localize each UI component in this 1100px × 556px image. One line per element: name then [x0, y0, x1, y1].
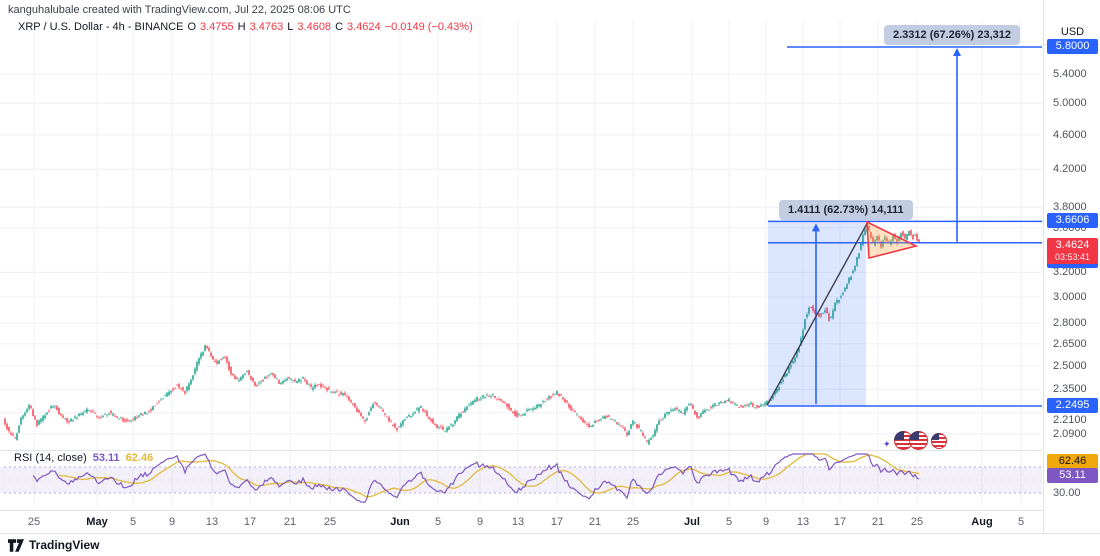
rsi-purple-badge: 53.11 — [1047, 468, 1098, 483]
rsi-legend[interactable]: RSI (14, close) 53.11 62.46 — [14, 452, 153, 464]
target-range-tool-label[interactable]: 2.3312 (67.26%) 23,312 — [884, 25, 1021, 45]
ohlc-readout: L — [287, 21, 294, 33]
attribution-text: kanguhalubale created with TradingView.c… — [8, 4, 351, 16]
price-chart-canvas[interactable] — [0, 0, 1042, 533]
price-tick-label: 5.4000 — [1053, 68, 1087, 81]
us-flag-sticker[interactable] — [931, 433, 947, 449]
trend-line[interactable] — [766, 223, 868, 406]
time-tick-label: 21 — [283, 516, 297, 528]
time-axis[interactable]: 25 May 5 9 13 17 21 25 Jun 5 9 13 17 21 25 Jul 5 9 13 17 21 2… — [0, 510, 1100, 534]
price-axis[interactable]: USD 5.40005.00004.60004.20003.80003.6000… — [1043, 0, 1100, 533]
ohlc-readout: 3.4608 — [297, 21, 332, 33]
price-tick-label: 5.0000 — [1053, 97, 1087, 110]
time-tick-label: 9 — [168, 516, 176, 528]
time-tick-label: Jun — [390, 516, 410, 528]
price-tick-label: 3.0000 — [1053, 290, 1087, 303]
time-tick-label: May — [86, 516, 108, 528]
time-tick-label: 17 — [833, 516, 847, 528]
time-tick-label: Jul — [684, 516, 700, 528]
price-tick-label: 4.6000 — [1053, 128, 1087, 141]
footer-bar: TradingView — [0, 533, 1100, 556]
price-tick-label: 2.0900 — [1053, 427, 1087, 440]
price-level-badge: 3.6606 — [1047, 213, 1098, 229]
time-tick-label: 17 — [550, 516, 564, 528]
time-tick-label: 25 — [27, 516, 41, 528]
rsi-band — [0, 466, 1042, 494]
us-flag-sticker[interactable] — [894, 431, 913, 450]
rsi-title: RSI (14, close) — [14, 452, 87, 464]
last-price-value: 3.4624 — [1055, 238, 1090, 251]
rsi-level-30-label: 30.00 — [1053, 487, 1081, 499]
bar-countdown: 03:53:41 — [1054, 251, 1091, 262]
time-tick-label: 13 — [796, 516, 810, 528]
price-tick-label: 2.2100 — [1053, 413, 1087, 426]
rsi-ma-value: 62.46 — [125, 452, 154, 464]
rsi-value: 53.11 — [92, 452, 120, 464]
price-tick-label: 2.5000 — [1053, 359, 1087, 372]
price-range-tool-label[interactable]: 1.4111 (62.73%) 14,111 — [779, 200, 913, 220]
symbol-title: XRP / U.S. Dollar - 4h - BINANCE — [18, 21, 184, 33]
price-tick-label: 4.2000 — [1053, 163, 1087, 176]
time-tick-label: 25 — [910, 516, 924, 528]
ohlc-readout: H — [237, 21, 246, 33]
ohlc-readout: C — [335, 21, 344, 33]
us-flag-sticker[interactable] — [909, 431, 928, 450]
price-tick-label: 3.8000 — [1053, 201, 1087, 214]
price-level-badge: 5.8000 — [1047, 39, 1098, 54]
rsi-yellow-badge: 62.46 — [1047, 454, 1098, 469]
ohlc-readout: 3.4624 — [347, 21, 381, 33]
symbol-legend[interactable]: XRP / U.S. Dollar - 4h - BINANCE O 3.4755 H… — [18, 21, 477, 33]
rsi-plot[interactable] — [32, 453, 920, 503]
time-tick-label: 13 — [511, 516, 525, 528]
time-tick-label: 13 — [205, 516, 219, 528]
time-tick-label: 5 — [725, 516, 733, 528]
price-tick-label: 2.3500 — [1053, 383, 1087, 396]
price-tick-label: 2.8000 — [1053, 317, 1087, 329]
time-tick-label: 5 — [129, 516, 137, 528]
time-tick-label: 9 — [762, 516, 770, 528]
pennant-triangle[interactable] — [866, 220, 919, 260]
time-tick-label: Aug — [971, 516, 993, 528]
grid — [0, 20, 1042, 507]
ohlc-readout: O — [187, 21, 197, 33]
time-tick-label: 25 — [626, 516, 640, 528]
horizontal-level-lines[interactable] — [768, 46, 1042, 407]
time-tick-label: 21 — [871, 516, 885, 528]
tradingview-logo[interactable]: TradingView — [8, 538, 99, 552]
time-tick-label: 5 — [1017, 516, 1025, 528]
sparkle-icon: ✦ — [883, 439, 891, 449]
ohlc-readout: −0.0149 (−0.43%) — [384, 21, 473, 33]
ohlc-readout: 3.4755 — [200, 21, 234, 33]
price-level-badge: 2.2495 — [1047, 397, 1098, 413]
last-price-badge: 3.4624 03:53:41 — [1047, 237, 1098, 264]
tradingview-logo-icon — [8, 538, 24, 552]
tradingview-logo-text: TradingView — [29, 538, 100, 552]
ohlc-readout: 3.4763 — [249, 21, 284, 33]
time-tick-label: 21 — [588, 516, 602, 528]
price-tick-label: 3.2000 — [1053, 266, 1087, 279]
pane-divider[interactable] — [0, 450, 1100, 451]
target-range-tool[interactable] — [953, 48, 961, 242]
time-tick-label: 9 — [476, 516, 484, 528]
time-tick-label: 25 — [323, 516, 337, 528]
price-tick-label: 2.6500 — [1053, 337, 1087, 350]
time-tick-label: 5 — [434, 516, 442, 528]
time-tick-label: 17 — [243, 516, 257, 528]
